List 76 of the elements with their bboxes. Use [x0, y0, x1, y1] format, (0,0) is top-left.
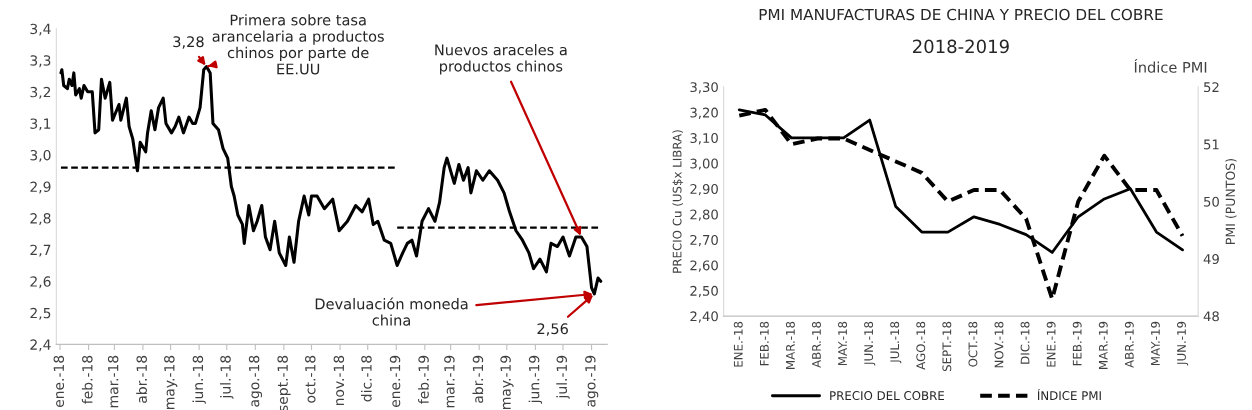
x-tick-label: jul.-19	[556, 355, 570, 399]
y-tick-label: 3,2	[30, 86, 51, 99]
annotation: Devaluación moneda china	[315, 297, 468, 326]
y-tick-label: 2,90	[690, 184, 718, 196]
y2-tick-label: 49	[1203, 254, 1219, 265]
legend-label: PRECIO DEL COBRE	[830, 391, 945, 401]
y-tick-label: 3,30	[690, 82, 718, 94]
x-tick-label: nov.-18	[333, 355, 345, 406]
y-tick-label: 2,5	[30, 307, 51, 320]
text: Índice PMI	[1134, 59, 1207, 73]
x-tick-label: mar.-18	[107, 355, 119, 408]
x-tick-label: jun.-19	[528, 355, 543, 404]
chart-subtitle: 2018-2019	[913, 39, 1009, 54]
y-tick-label: 3,1	[30, 118, 51, 131]
y-tick-label: 3,0	[30, 149, 51, 162]
y-tick-label: 3,4	[30, 23, 51, 36]
y2-tick-label: 50	[1204, 196, 1219, 207]
y-tick-label: 2,9	[30, 181, 51, 194]
x-tick-label: ENE.-19	[1046, 321, 1056, 367]
x-tick-label: DIC.-18	[1020, 321, 1030, 364]
x-tick-label: may.-19	[500, 355, 514, 409]
x-tick-label: abr.-19	[472, 355, 484, 403]
x-tick-label: ago.-19	[585, 355, 599, 407]
y2-tick-label: 52	[1204, 82, 1219, 93]
x-tick-label: feb.-18	[81, 355, 93, 404]
y-tick-label: 2,8	[30, 213, 51, 226]
x-tick-label: OCT.-18	[968, 321, 978, 367]
y-tick-label: 2,6	[30, 276, 51, 289]
x-tick-label: FEB.-19	[1072, 321, 1082, 366]
y-axis-title: PRECIO Cu (US$x LIBRA)	[672, 130, 684, 273]
y2-tick-label: 48	[1203, 311, 1219, 322]
x-tick-label: feb.-19	[418, 355, 429, 404]
x-tick-label: FEB.-18	[759, 321, 769, 366]
y2-tick-label: 51	[1204, 139, 1219, 150]
x-tick-label: oct.-18	[305, 355, 316, 403]
x-tick-label: NOV.-18	[994, 321, 1004, 368]
annotation: 3,28	[173, 36, 204, 49]
legend-label: ÍNDICE PMI	[1037, 388, 1101, 401]
x-tick-label: mar.-19	[444, 355, 455, 408]
x-tick-label: may.-18	[164, 355, 178, 409]
annotation: Primera sobre tasa arancelaria a productos chinos por parte de EE.UU	[212, 14, 384, 75]
x-tick-label: MAR.-19	[1098, 321, 1108, 369]
x-tick-label: ago.-18	[248, 355, 263, 407]
line-series	[737, 107, 1185, 301]
y-tick-label: 2,70	[690, 234, 718, 247]
chart-title: PMI MANUFACTURAS DE CHINA Y PRECIO DEL COBRE	[759, 8, 1163, 21]
annotation: 2,56	[537, 323, 568, 336]
y2-axis-title: PMI (PUNTOS)	[1225, 159, 1237, 244]
y-tick-label: 3,3	[30, 55, 51, 68]
x-tick-label: MAY.-18	[838, 321, 848, 366]
x-tick-label: abr.-18	[136, 355, 147, 403]
x-tick-label: MAR.-18	[785, 321, 795, 369]
x-tick-label: JUN.-19	[1177, 321, 1189, 366]
y-tick-label: 2,4	[30, 339, 51, 352]
x-tick-label: ene.-18	[53, 355, 65, 408]
x-tick-label: jun.-18	[192, 355, 206, 404]
x-tick-label: ENE.-18	[733, 321, 743, 367]
x-tick-label: ene.-19	[389, 355, 401, 408]
y-tick-label: 3,00	[690, 158, 718, 170]
y-tick-label: 2,60	[690, 260, 718, 272]
x-tick-label: jul.-18	[220, 355, 234, 399]
annotation: Nuevos araceles a productos chinos	[435, 44, 567, 75]
x-tick-label: MAY.-19	[1150, 321, 1160, 366]
x-tick-label: JUN.-18	[864, 321, 876, 366]
x-tick-label: JUL.-18	[890, 321, 902, 364]
x-tick-label: ABR.-19	[1124, 321, 1134, 368]
y-tick-label: 2,80	[690, 209, 718, 221]
x-tick-label: dic.-18	[360, 355, 372, 402]
x-tick-label: AGO.-18	[916, 321, 926, 370]
x-tick-label: ABR.-18	[812, 321, 821, 368]
y-tick-label: 2,50	[690, 285, 718, 298]
y-tick-label: 2,40	[690, 311, 718, 323]
y-tick-label: 3,10	[690, 133, 718, 145]
y-tick-label: 2,7	[30, 244, 51, 257]
x-tick-label: SEPT.-18	[942, 321, 952, 372]
y-tick-label: 3,20	[690, 107, 718, 119]
